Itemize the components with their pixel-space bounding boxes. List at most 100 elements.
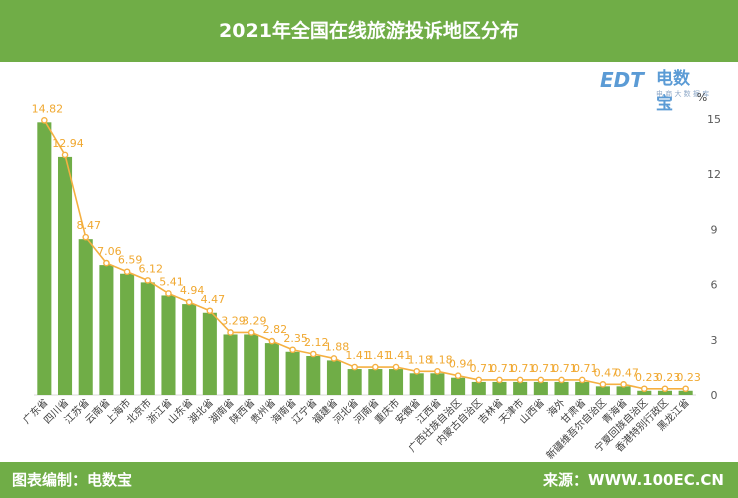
data-label: 2.82 [263, 323, 288, 336]
bar [161, 295, 176, 395]
data-label: 0.23 [676, 371, 701, 384]
bar [202, 312, 217, 395]
logo-mark: EDT [600, 68, 644, 92]
line-point [413, 367, 421, 375]
bar [430, 373, 445, 395]
data-label: 0.23 [656, 371, 681, 384]
bar [326, 360, 342, 395]
data-label: 0.71 [511, 362, 536, 375]
chart-title: 2021年全国在线旅游投诉地区分布 [219, 20, 519, 42]
data-label: 0.71 [552, 362, 577, 375]
y-tick-label: 12 [707, 168, 721, 181]
data-label: 14.82 [32, 102, 64, 115]
bar [223, 334, 238, 395]
data-label: 5.41 [159, 275, 184, 288]
line-point [516, 376, 524, 384]
line-point [247, 329, 255, 336]
data-label: 2.35 [283, 332, 308, 345]
header-bar: 2021年全国在线旅游投诉地区分布 [0, 0, 738, 62]
bar [451, 377, 466, 395]
data-label: 3.29 [242, 314, 267, 327]
bar [57, 156, 73, 395]
bar [99, 265, 114, 395]
line-point [289, 346, 296, 354]
line-point [123, 268, 131, 276]
line-point [537, 376, 545, 384]
y-tick-label: 9 [711, 223, 718, 236]
data-label: 1.18 [428, 353, 453, 366]
y-unit-label: % [697, 91, 707, 104]
line-point [599, 381, 607, 388]
bar [554, 381, 569, 395]
line-point [144, 277, 152, 284]
bar [678, 390, 693, 395]
data-label: 0.23 [635, 371, 660, 384]
bar [140, 282, 155, 395]
data-label: 1.41 [366, 349, 391, 362]
line-point [682, 385, 689, 393]
data-label: 1.41 [387, 349, 412, 362]
data-label: 0.47 [614, 366, 639, 379]
bar [120, 273, 135, 395]
line-point [309, 350, 317, 358]
line-point [351, 363, 358, 371]
data-label: 0.71 [490, 362, 515, 375]
y-tick-label: 15 [707, 113, 721, 126]
logo-subtitle: 电 商 大 数 据 库 [656, 90, 710, 98]
bar [513, 381, 528, 395]
line-point [475, 376, 483, 384]
line-point [372, 363, 379, 371]
logo-brand-name: 电数宝 [656, 69, 690, 114]
line-point [82, 233, 90, 241]
data-label: 0.94 [449, 358, 474, 371]
bar [471, 381, 486, 395]
data-label: 1.18 [407, 353, 432, 366]
data-label: 0.71 [573, 362, 598, 375]
data-label: 1.41 [345, 349, 370, 362]
bar [78, 239, 93, 395]
line-point [227, 329, 234, 336]
line-point [558, 376, 565, 384]
bar [388, 369, 404, 395]
data-label: 0.71 [532, 362, 557, 375]
y-tick-label: 6 [711, 279, 718, 292]
bar [182, 304, 197, 395]
footer-bar: 图表编制：电数宝 来源：WWW.100EC.CN [0, 462, 738, 498]
bar [306, 355, 321, 395]
bar [595, 386, 610, 395]
chart-area: 03691215%14.8212.948.477.066.596.125.414… [20, 91, 721, 462]
line-point [61, 151, 69, 159]
bar [264, 343, 279, 395]
data-label: 0.71 [470, 362, 495, 375]
line-point [330, 355, 338, 362]
line-point [578, 376, 586, 384]
bar [37, 122, 52, 395]
bar [575, 381, 590, 395]
data-label: 7.06 [97, 245, 122, 258]
bar [244, 334, 259, 395]
bar [285, 351, 300, 395]
line-point [392, 363, 400, 371]
data-label: 6.12 [139, 262, 164, 275]
line-point [206, 307, 214, 315]
bar [368, 369, 383, 395]
trend-line [43, 119, 686, 390]
bar [492, 381, 507, 395]
line-point [268, 337, 276, 345]
bar [637, 390, 652, 395]
bar [409, 373, 424, 395]
y-tick-label: 3 [711, 334, 718, 347]
bar [347, 369, 362, 395]
line-point [185, 298, 193, 306]
data-label: 6.59 [118, 254, 143, 267]
bar [657, 390, 673, 395]
bar [616, 386, 631, 395]
footer-credit: 图表编制：电数宝 [12, 471, 133, 489]
line-point [640, 385, 648, 393]
data-label: 3.29 [221, 314, 246, 327]
line-point [165, 290, 172, 297]
y-tick-label: 0 [711, 389, 718, 402]
line-point [434, 367, 441, 375]
line-point [661, 385, 669, 393]
brand-logo: EDT 电数宝 电 商 大 数 据 库 [596, 60, 710, 114]
